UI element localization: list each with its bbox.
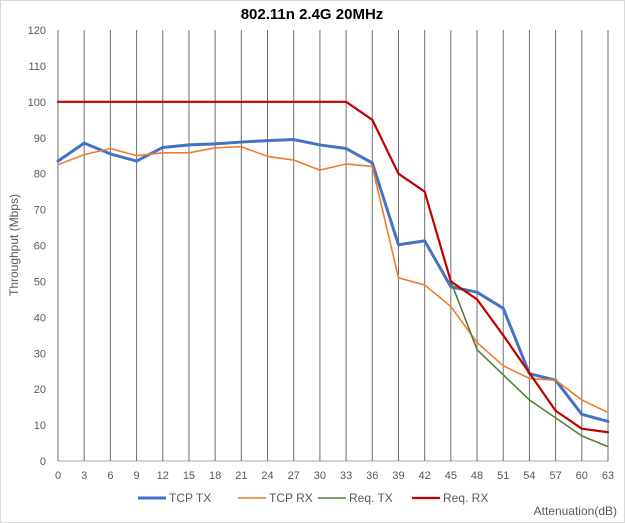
- x-tick-label: 42: [419, 470, 431, 482]
- y-tick-label: 50: [34, 276, 46, 288]
- legend-label-tcp-rx: TCP RX: [269, 491, 313, 505]
- y-tick-label: 20: [34, 384, 46, 396]
- chart-legend: TCP TX TCP RX Req. TX Req. RX: [138, 491, 488, 505]
- x-tick-label: 18: [209, 470, 221, 482]
- y-tick-label: 90: [34, 133, 46, 145]
- x-tick-label: 54: [523, 470, 535, 482]
- y-tick-label: 10: [34, 420, 46, 432]
- x-tick-label: 30: [314, 470, 326, 482]
- x-tick-label: 12: [157, 470, 169, 482]
- y-tick-label: 30: [34, 348, 46, 360]
- x-tick-label: 27: [288, 470, 300, 482]
- x-tick-labels: 0 3 6 9 12 15 18 21 24 27 30 33 36 39 42 45 48 51 54 57 60 63: [55, 470, 614, 482]
- series-lines: [56, 100, 610, 448]
- series-line-tcp-rx: [57, 145, 609, 414]
- legend-label-tcp-tx: TCP TX: [169, 491, 211, 505]
- y-tick-label: 0: [40, 456, 46, 468]
- series-line-req-rx: [56, 100, 610, 434]
- y-tick-labels: 0 10 20 30 40 50 60 70 80 90 100 110 120: [28, 25, 46, 468]
- x-tick-label: 60: [576, 470, 588, 482]
- x-tick-label: 33: [340, 470, 352, 482]
- x-tick-label: 39: [392, 470, 404, 482]
- legend-label-req-tx: Req. TX: [349, 491, 393, 505]
- x-axis-title: Attenuation(dB): [534, 504, 617, 518]
- y-tick-label: 60: [34, 241, 46, 253]
- x-tick-label: 0: [55, 470, 61, 482]
- y-tick-label: 110: [28, 61, 46, 73]
- x-tick-label: 9: [134, 470, 140, 482]
- y-tick-label: 80: [34, 169, 46, 181]
- x-tick-label: 36: [366, 470, 378, 482]
- x-tick-label: 21: [235, 470, 247, 482]
- legend-label-req-rx: Req. RX: [443, 491, 488, 505]
- y-tick-label: 40: [34, 312, 46, 324]
- x-tick-label: 3: [81, 470, 87, 482]
- x-tick-label: 57: [549, 470, 561, 482]
- x-tick-label: 48: [471, 470, 483, 482]
- x-tick-label: 6: [107, 470, 113, 482]
- y-tick-label: 100: [28, 97, 46, 109]
- x-tick-label: 51: [497, 470, 509, 482]
- x-tick-label: 63: [602, 470, 614, 482]
- series-line-tcp-tx: [56, 138, 610, 423]
- y-axis-title: Throughput (Mbps): [7, 194, 21, 296]
- x-tick-label: 24: [261, 470, 273, 482]
- y-tick-label: 120: [28, 25, 46, 37]
- series-line-req-tx: [450, 280, 609, 448]
- chart-title: 802.11n 2.4G 20MHz: [241, 6, 384, 23]
- x-tick-label: 45: [445, 470, 457, 482]
- x-tick-label: 15: [183, 470, 195, 482]
- y-tick-label: 70: [34, 205, 46, 217]
